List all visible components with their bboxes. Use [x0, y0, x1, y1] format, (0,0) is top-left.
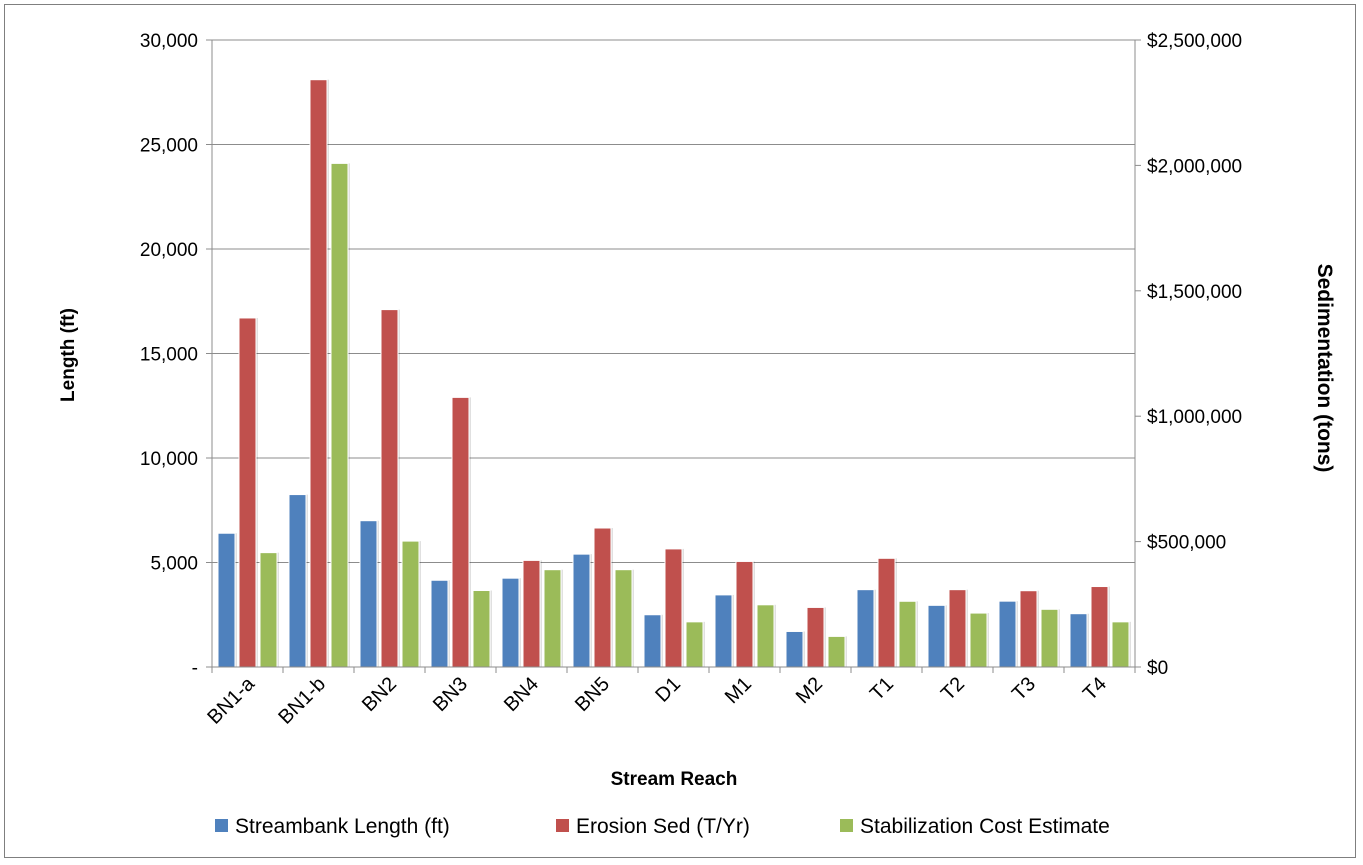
bar-erosion-BN3	[451, 396, 470, 668]
y2-tick-label-3: $1,500,000	[1147, 282, 1242, 303]
x-tick-label-D1: D1	[651, 673, 685, 707]
bar-cost-M2	[827, 635, 846, 668]
y-tick-label-3: 15,000	[140, 345, 198, 366]
y2-tick-label-0: $0	[1147, 658, 1168, 679]
bar-cost-BN3	[472, 590, 491, 668]
y2-tick-label-2: $1,000,000	[1147, 407, 1242, 428]
bar-erosion-BN5	[593, 527, 612, 668]
bar-length-T2	[927, 604, 946, 668]
bar-length-BN5	[572, 553, 591, 668]
bar-cost-T1	[898, 600, 917, 668]
bar-erosion-M2	[806, 606, 825, 668]
legend-swatch-length	[215, 819, 228, 832]
bar-erosion-BN2	[380, 309, 399, 668]
bar-length-BN4	[501, 577, 520, 668]
y2-tick-label-1: $500,000	[1147, 533, 1226, 554]
right-axis-ticks: $0 $500,000 $1,000,000 $1,500,000 $2,000,000…	[1135, 31, 1242, 679]
y-tick-label-5: 25,000	[140, 136, 198, 157]
y-tick-label-4: 20,000	[140, 240, 198, 261]
chart-frame	[4, 4, 1356, 858]
bar-erosion-M1	[735, 560, 754, 668]
bar-cost-BN4	[543, 569, 562, 668]
bar-cost-T4	[1111, 621, 1130, 668]
bar-erosion-T1	[877, 557, 896, 668]
bar-erosion-T4	[1090, 586, 1109, 668]
x-tick-label-BN4: BN4	[500, 673, 543, 716]
x-tick-label-BN2: BN2	[358, 673, 401, 716]
bar-erosion-BN4	[522, 559, 541, 668]
legend: Streambank Length (ft) Erosion Sed (T/Yr)…	[215, 815, 1110, 838]
bar-erosion-T3	[1019, 590, 1038, 668]
x-tick-label-BN3: BN3	[429, 673, 472, 716]
bar-cost-M1	[756, 604, 775, 668]
bar-erosion-T2	[948, 589, 967, 668]
gridlines	[212, 39, 1135, 563]
category-labels: BN1-a BN1-b BN2 BN3 BN4 BN5 D1 M1 M2 T1 T2 T3 T4	[203, 672, 1111, 728]
legend-label-erosion: Erosion Sed (T/Yr)	[576, 815, 750, 838]
bar-length-T1	[856, 589, 875, 668]
y-tick-label-1: 5,000	[150, 554, 198, 575]
bar-length-BN3	[430, 579, 449, 668]
legend-swatch-cost	[840, 819, 853, 832]
bar-length-T4	[1069, 613, 1088, 668]
bar-cost-T3	[1040, 608, 1059, 668]
y-axis-title: Length (ft)	[58, 308, 79, 402]
bar-length-D1	[643, 614, 662, 668]
x-tick-label-T3: T3	[1008, 673, 1040, 705]
x-tick-label-T4: T4	[1079, 673, 1111, 705]
left-axis-ticks: - 5,000 10,000 15,000 20,000 25,000 30,000	[140, 31, 212, 679]
bar-cost-D1	[685, 621, 704, 668]
bar-length-BN1-a	[217, 532, 236, 668]
bar-length-M2	[785, 630, 804, 668]
bar-length-M1	[714, 594, 733, 668]
bar-erosion-BN1-b	[309, 79, 328, 668]
x-tick-label-T1: T1	[866, 673, 898, 705]
bar-cost-BN1-a	[259, 552, 278, 668]
x-tick-label-T2: T2	[937, 673, 969, 705]
bar-cost-BN5	[614, 569, 633, 668]
x-tick-label-BN1-a: BN1-a	[203, 672, 259, 728]
bar-length-BN1-b	[288, 494, 307, 668]
y2-axis-title: Sedimentation (tons)	[1313, 264, 1336, 473]
y-tick-label-0: -	[192, 658, 198, 679]
x-tick-label-BN5: BN5	[571, 673, 614, 716]
legend-swatch-erosion	[556, 819, 569, 832]
bar-erosion-BN1-a	[238, 317, 257, 668]
bar-cost-T2	[969, 612, 988, 668]
bar-cost-BN2	[401, 540, 420, 668]
x-tick-label-M1: M1	[721, 673, 756, 708]
x-tick-label-BN1-b: BN1-b	[274, 673, 330, 729]
bars	[217, 79, 1131, 668]
bar-cost-BN1-b	[330, 162, 349, 668]
bar-length-BN2	[359, 520, 378, 668]
bar-length-T3	[998, 600, 1017, 668]
x-axis-title: Stream Reach	[611, 769, 738, 790]
y-tick-label-6: 30,000	[140, 31, 198, 52]
y2-tick-label-5: $2,500,000	[1147, 31, 1242, 52]
bar-erosion-D1	[664, 548, 683, 668]
y2-tick-label-4: $2,000,000	[1147, 156, 1242, 177]
legend-label-cost: Stabilization Cost Estimate	[860, 815, 1110, 838]
y-tick-label-2: 10,000	[140, 449, 198, 470]
legend-label-length: Streambank Length (ft)	[235, 815, 450, 838]
x-tick-label-M2: M2	[792, 673, 827, 708]
